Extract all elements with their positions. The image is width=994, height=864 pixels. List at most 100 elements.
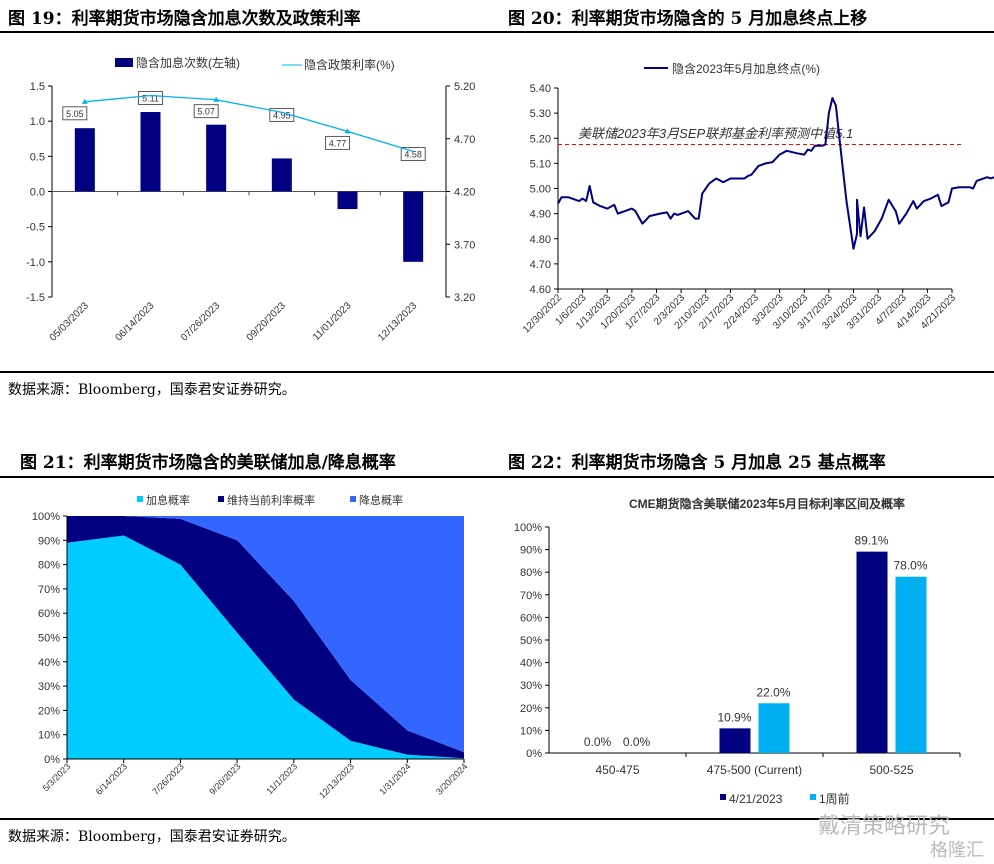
c3-legend: 加息概率 xyxy=(146,493,190,507)
c4-data-label: 89.1% xyxy=(854,534,888,548)
c1-bar xyxy=(403,191,424,262)
c3-area-0 xyxy=(67,535,464,759)
c1-x-label: 12/13/2023 xyxy=(376,300,419,343)
c3-y-tick-label: 30% xyxy=(38,681,60,693)
c3-legend: 降息概率 xyxy=(359,493,403,507)
c1-x-label: 09/20/2023 xyxy=(245,300,288,343)
c3-legend-swatch xyxy=(137,496,143,502)
c1-y2-tick-label: 4.70 xyxy=(454,134,475,146)
c3-legend-swatch xyxy=(218,496,224,502)
c2-y-tick-label: 5.30 xyxy=(530,108,551,120)
c4-legend-swatch xyxy=(720,794,726,800)
c1-legend-bar: 隐含加息次数(左轴) xyxy=(136,55,240,70)
figure-20-title: 图 20：利率期货市场隐含的 5 月加息终点上移 xyxy=(508,9,868,29)
c4-bar xyxy=(856,551,888,753)
c4-data-label: 22.0% xyxy=(756,685,790,699)
c4-bar xyxy=(758,703,790,753)
figure-19-title: 图 19：利率期货市场隐含加息次数及政策利率 xyxy=(8,9,361,29)
c1-y-tick-label: 1.0 xyxy=(30,116,45,128)
c1-data-label-box xyxy=(193,104,219,119)
c3-area-1 xyxy=(67,516,464,759)
c4-data-label: 78.0% xyxy=(893,559,927,573)
c3-x-label: 7/26/2023 xyxy=(150,761,185,796)
c4-data-label: 0.0% xyxy=(584,735,612,749)
c2-y-tick-label: 5.10 xyxy=(530,158,551,170)
watermark-account: 戴清策略研究 xyxy=(818,814,951,839)
c2-y-tick-label: 5.00 xyxy=(530,184,551,196)
c4-y-tick-label: 10% xyxy=(520,725,542,737)
c1-y-tick-label: 0.5 xyxy=(30,151,45,163)
c3-y-tick-label: 60% xyxy=(38,608,60,620)
c4-legend: 4/21/2023 xyxy=(729,792,783,806)
c4-x-label: 450-475 xyxy=(595,763,639,777)
c2-y-tick-label: 4.70 xyxy=(530,259,551,271)
c1-bar xyxy=(337,191,358,210)
c3-x-label: 5/3/2023 xyxy=(41,761,73,793)
c3-x-label: 11/1/2023 xyxy=(264,761,299,796)
c1-x-label: 11/01/2023 xyxy=(311,300,354,343)
c1-rate-line xyxy=(84,94,414,153)
c1-bar xyxy=(271,158,292,192)
c3-area-2 xyxy=(67,516,464,753)
c4-legend: 1周前 xyxy=(819,791,850,806)
c1-y2-tick-label: 5.20 xyxy=(454,81,475,93)
c4-y-tick-label: 90% xyxy=(520,545,542,557)
c1-bar xyxy=(140,112,161,192)
c4-y-tick-label: 20% xyxy=(520,703,542,715)
c3-x-label: 1/31/2024 xyxy=(377,761,412,796)
c1-y2-tick-label: 3.70 xyxy=(454,239,475,251)
c2-reference-label: 美联储2023年3月SEP联邦基金利率预测中值5.1 xyxy=(578,126,853,141)
c3-y-tick-label: 80% xyxy=(38,560,60,572)
c1-x-label: 05/03/2023 xyxy=(48,300,91,343)
c1-y-tick-label: 1.5 xyxy=(30,81,45,93)
c1-y-tick-label: -1.0 xyxy=(26,257,45,269)
c1-data-label: 5.11 xyxy=(142,93,159,103)
figure-22-title: 图 22：利率期货市场隐含 5 月加息 25 基点概率 xyxy=(508,453,886,473)
c1-data-label: 4.58 xyxy=(404,149,422,159)
c1-y-tick-label: -1.5 xyxy=(26,292,45,304)
c4-bar xyxy=(895,576,927,753)
c1-y2-tick-label: 4.20 xyxy=(454,187,475,199)
c4-x-label: 500-525 xyxy=(869,763,913,777)
c1-bar xyxy=(206,124,227,192)
watermark-brand: 格隆汇 xyxy=(930,840,984,861)
c2-legend: 隐含2023年5月加息终点(%) xyxy=(672,61,820,76)
c1-data-label-box xyxy=(400,147,426,161)
c2-terminal-rate-line xyxy=(557,97,994,250)
c3-y-tick-label: 20% xyxy=(38,705,60,717)
c1-x-label: 06/14/2023 xyxy=(113,300,156,343)
c3-y-tick-label: 40% xyxy=(38,657,60,669)
c4-y-tick-label: 70% xyxy=(520,590,542,602)
c1-y-tick-label: -0.5 xyxy=(26,222,45,234)
c4-y-tick-label: 60% xyxy=(520,612,542,624)
c2-y-tick-label: 5.20 xyxy=(530,133,551,145)
c1-data-label-box xyxy=(138,91,163,105)
c3-x-label: 12/13/2023 xyxy=(317,761,356,800)
c3-y-tick-label: 70% xyxy=(38,584,60,596)
c1-data-label: 5.05 xyxy=(66,109,84,119)
c4-y-tick-label: 0% xyxy=(526,748,542,760)
c3-x-label: 9/20/2023 xyxy=(207,761,242,796)
c4-title: CME期货隐含美联储2023年5月目标利率区间及概率 xyxy=(629,496,905,511)
c2-y-tick-label: 4.90 xyxy=(530,209,551,221)
c4-x-label: 475-500 (Current) xyxy=(707,763,802,777)
c3-y-tick-label: 50% xyxy=(38,633,60,645)
c1-data-label-box xyxy=(325,135,350,150)
divider xyxy=(0,476,994,478)
c2-y-tick-label: 5.40 xyxy=(530,83,551,95)
c1-y-tick-label: 0.0 xyxy=(30,187,45,199)
c1-data-label: 5.07 xyxy=(197,107,215,117)
c2-y-tick-label: 4.60 xyxy=(530,284,551,296)
c4-data-label: 10.9% xyxy=(717,710,751,724)
c4-y-tick-label: 50% xyxy=(520,635,542,647)
c3-y-tick-label: 90% xyxy=(38,535,60,547)
c4-bar xyxy=(719,728,751,753)
divider xyxy=(0,818,994,820)
c3-y-tick-label: 100% xyxy=(32,511,60,523)
c1-data-label-box xyxy=(62,106,88,121)
c4-y-tick-label: 80% xyxy=(520,567,542,579)
c4-data-label: 0.0% xyxy=(623,735,651,749)
divider xyxy=(0,31,994,33)
c2-x-label: 12/30/2022 xyxy=(521,292,564,335)
